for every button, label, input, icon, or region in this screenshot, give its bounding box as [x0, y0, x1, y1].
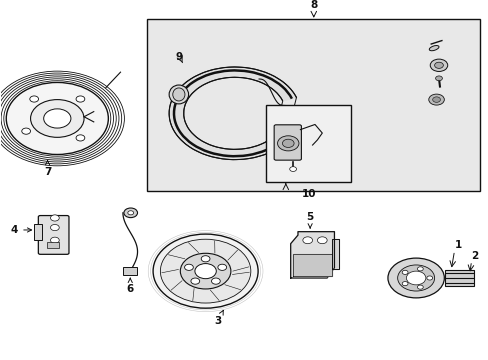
Bar: [445, 270, 473, 285]
Circle shape: [428, 94, 444, 105]
Text: 2: 2: [470, 251, 477, 261]
Circle shape: [30, 100, 84, 137]
Polygon shape: [292, 254, 331, 276]
Circle shape: [429, 59, 447, 72]
Bar: [46, 242, 59, 248]
Bar: [147, 19, 479, 190]
Circle shape: [180, 253, 230, 289]
Polygon shape: [290, 232, 334, 278]
Circle shape: [432, 97, 440, 102]
Bar: [123, 267, 137, 275]
Circle shape: [30, 96, 39, 102]
Circle shape: [76, 96, 84, 102]
Text: 4: 4: [11, 225, 32, 235]
Circle shape: [153, 234, 258, 308]
Circle shape: [76, 135, 84, 141]
Circle shape: [417, 267, 423, 271]
Ellipse shape: [169, 85, 188, 104]
Circle shape: [123, 208, 137, 217]
Text: 8: 8: [309, 0, 317, 10]
Bar: [34, 224, 41, 240]
Circle shape: [195, 264, 216, 279]
Circle shape: [6, 82, 108, 154]
Circle shape: [406, 271, 425, 285]
Circle shape: [402, 270, 407, 274]
Circle shape: [50, 237, 59, 243]
Circle shape: [22, 128, 30, 134]
Polygon shape: [331, 239, 339, 269]
Circle shape: [50, 215, 59, 221]
Circle shape: [387, 258, 444, 298]
Circle shape: [50, 225, 59, 231]
Circle shape: [302, 237, 312, 244]
Circle shape: [282, 139, 293, 148]
Polygon shape: [169, 67, 296, 159]
Text: 7: 7: [44, 161, 51, 177]
Circle shape: [127, 211, 133, 215]
Text: 3: 3: [214, 310, 223, 326]
Circle shape: [434, 62, 443, 68]
Circle shape: [211, 278, 220, 284]
Circle shape: [184, 264, 193, 270]
Text: 9: 9: [175, 52, 182, 62]
Text: 6: 6: [126, 278, 134, 294]
Circle shape: [435, 76, 442, 81]
FancyBboxPatch shape: [38, 216, 69, 254]
Circle shape: [190, 278, 199, 284]
Bar: [266, 105, 351, 182]
Circle shape: [317, 237, 326, 244]
Circle shape: [402, 282, 407, 286]
Circle shape: [426, 276, 432, 280]
Text: 1: 1: [454, 240, 461, 251]
Circle shape: [289, 167, 296, 171]
Circle shape: [218, 264, 226, 270]
Circle shape: [43, 109, 71, 128]
Circle shape: [160, 239, 250, 303]
Circle shape: [417, 285, 423, 289]
Circle shape: [201, 256, 209, 262]
Text: 10: 10: [301, 189, 316, 199]
FancyBboxPatch shape: [274, 125, 301, 160]
Ellipse shape: [428, 46, 438, 51]
Ellipse shape: [172, 88, 184, 101]
Circle shape: [397, 265, 434, 291]
Text: 5: 5: [306, 212, 313, 228]
Circle shape: [277, 136, 298, 151]
